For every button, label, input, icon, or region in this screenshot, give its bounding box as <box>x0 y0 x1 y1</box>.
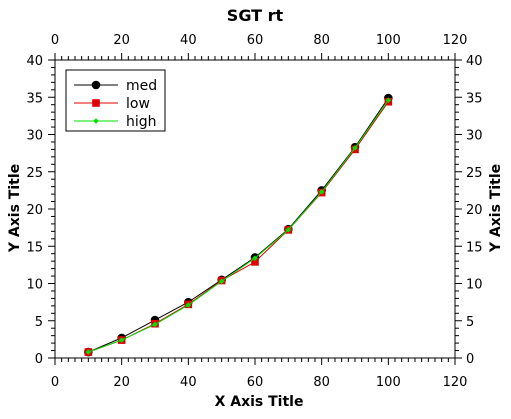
x-tick-label-top: 0 <box>51 33 59 48</box>
y-tick-label-left: 15 <box>26 240 43 255</box>
legend-marker-high <box>93 118 99 124</box>
x-tick-label-bottom: 0 <box>51 375 59 390</box>
legend-marker-med <box>91 80 101 90</box>
x-tick-label-top: 80 <box>313 33 330 48</box>
series-low <box>84 97 393 356</box>
series-line-med <box>88 97 389 353</box>
y-tick-label-right: 15 <box>466 240 483 255</box>
x-tick-label-bottom: 120 <box>443 375 468 390</box>
data-point-high <box>352 145 358 151</box>
legend: med low high <box>65 69 166 132</box>
legend-entry-high: high <box>74 114 157 130</box>
legend-marker-low <box>92 99 100 107</box>
data-point-high <box>318 189 325 195</box>
y-tick-label-right: 0 <box>466 352 474 367</box>
y-tick-label-right: 20 <box>466 203 483 218</box>
x-tick-label-top: 60 <box>247 33 264 48</box>
legend-label-low: low <box>126 96 150 112</box>
x-tick-label-top: 120 <box>443 33 468 48</box>
data-point-high <box>285 227 292 233</box>
x-tick-label-bottom: 40 <box>180 375 197 390</box>
x-tick-label-bottom: 60 <box>247 375 264 390</box>
y-tick-label-right: 40 <box>466 54 483 69</box>
y-tick-label-right: 25 <box>466 166 483 181</box>
x-tick-label-top: 40 <box>180 33 197 48</box>
y-tick-label-right: 30 <box>466 129 483 144</box>
data-point-high <box>385 97 392 104</box>
data-point-high <box>252 255 258 261</box>
legend-label-high: high <box>126 114 157 130</box>
x-tick-label-bottom: 20 <box>113 375 130 390</box>
y-tick-label-left: 30 <box>26 129 43 144</box>
data-point-high <box>118 337 125 343</box>
y-tick-label-right: 5 <box>466 315 474 330</box>
y-tick-label-left: 10 <box>26 278 43 293</box>
legend-entry-med: med <box>74 78 157 94</box>
data-point-high <box>152 321 158 328</box>
y-tick-label-left: 40 <box>26 54 43 69</box>
series-layer <box>84 93 393 357</box>
series-med <box>84 93 393 357</box>
y-axis-title-left: Y Axis Title <box>7 164 23 253</box>
y-tick-label-left: 5 <box>35 315 43 330</box>
y-tick-label-right: 35 <box>466 91 483 106</box>
y-tick-label-left: 20 <box>26 203 43 218</box>
y-axis-title-right: Y Axis Title <box>488 164 504 253</box>
ticks <box>48 53 462 365</box>
x-tick-label-top: 20 <box>113 33 130 48</box>
data-point-low <box>251 258 259 266</box>
y-tick-label-left: 25 <box>26 166 43 181</box>
x-tick-label-bottom: 100 <box>376 375 401 390</box>
x-tick-label-bottom: 80 <box>313 375 330 390</box>
x-axis-title: X Axis Title <box>215 394 304 410</box>
series-line-low <box>88 101 389 353</box>
legend-label-med: med <box>126 78 157 94</box>
legend-entry-low: low <box>74 96 150 112</box>
series-high <box>85 97 392 355</box>
y-tick-label-left: 0 <box>35 352 43 367</box>
data-point-high <box>85 349 92 355</box>
x-tick-label-top: 100 <box>376 33 401 48</box>
y-tick-label-left: 35 <box>26 91 43 106</box>
data-point-high <box>185 302 192 308</box>
y-tick-label-right: 10 <box>466 278 483 293</box>
chart-title: SGT rt <box>227 6 284 25</box>
data-point-high <box>218 278 225 285</box>
series-line-high <box>88 99 389 353</box>
